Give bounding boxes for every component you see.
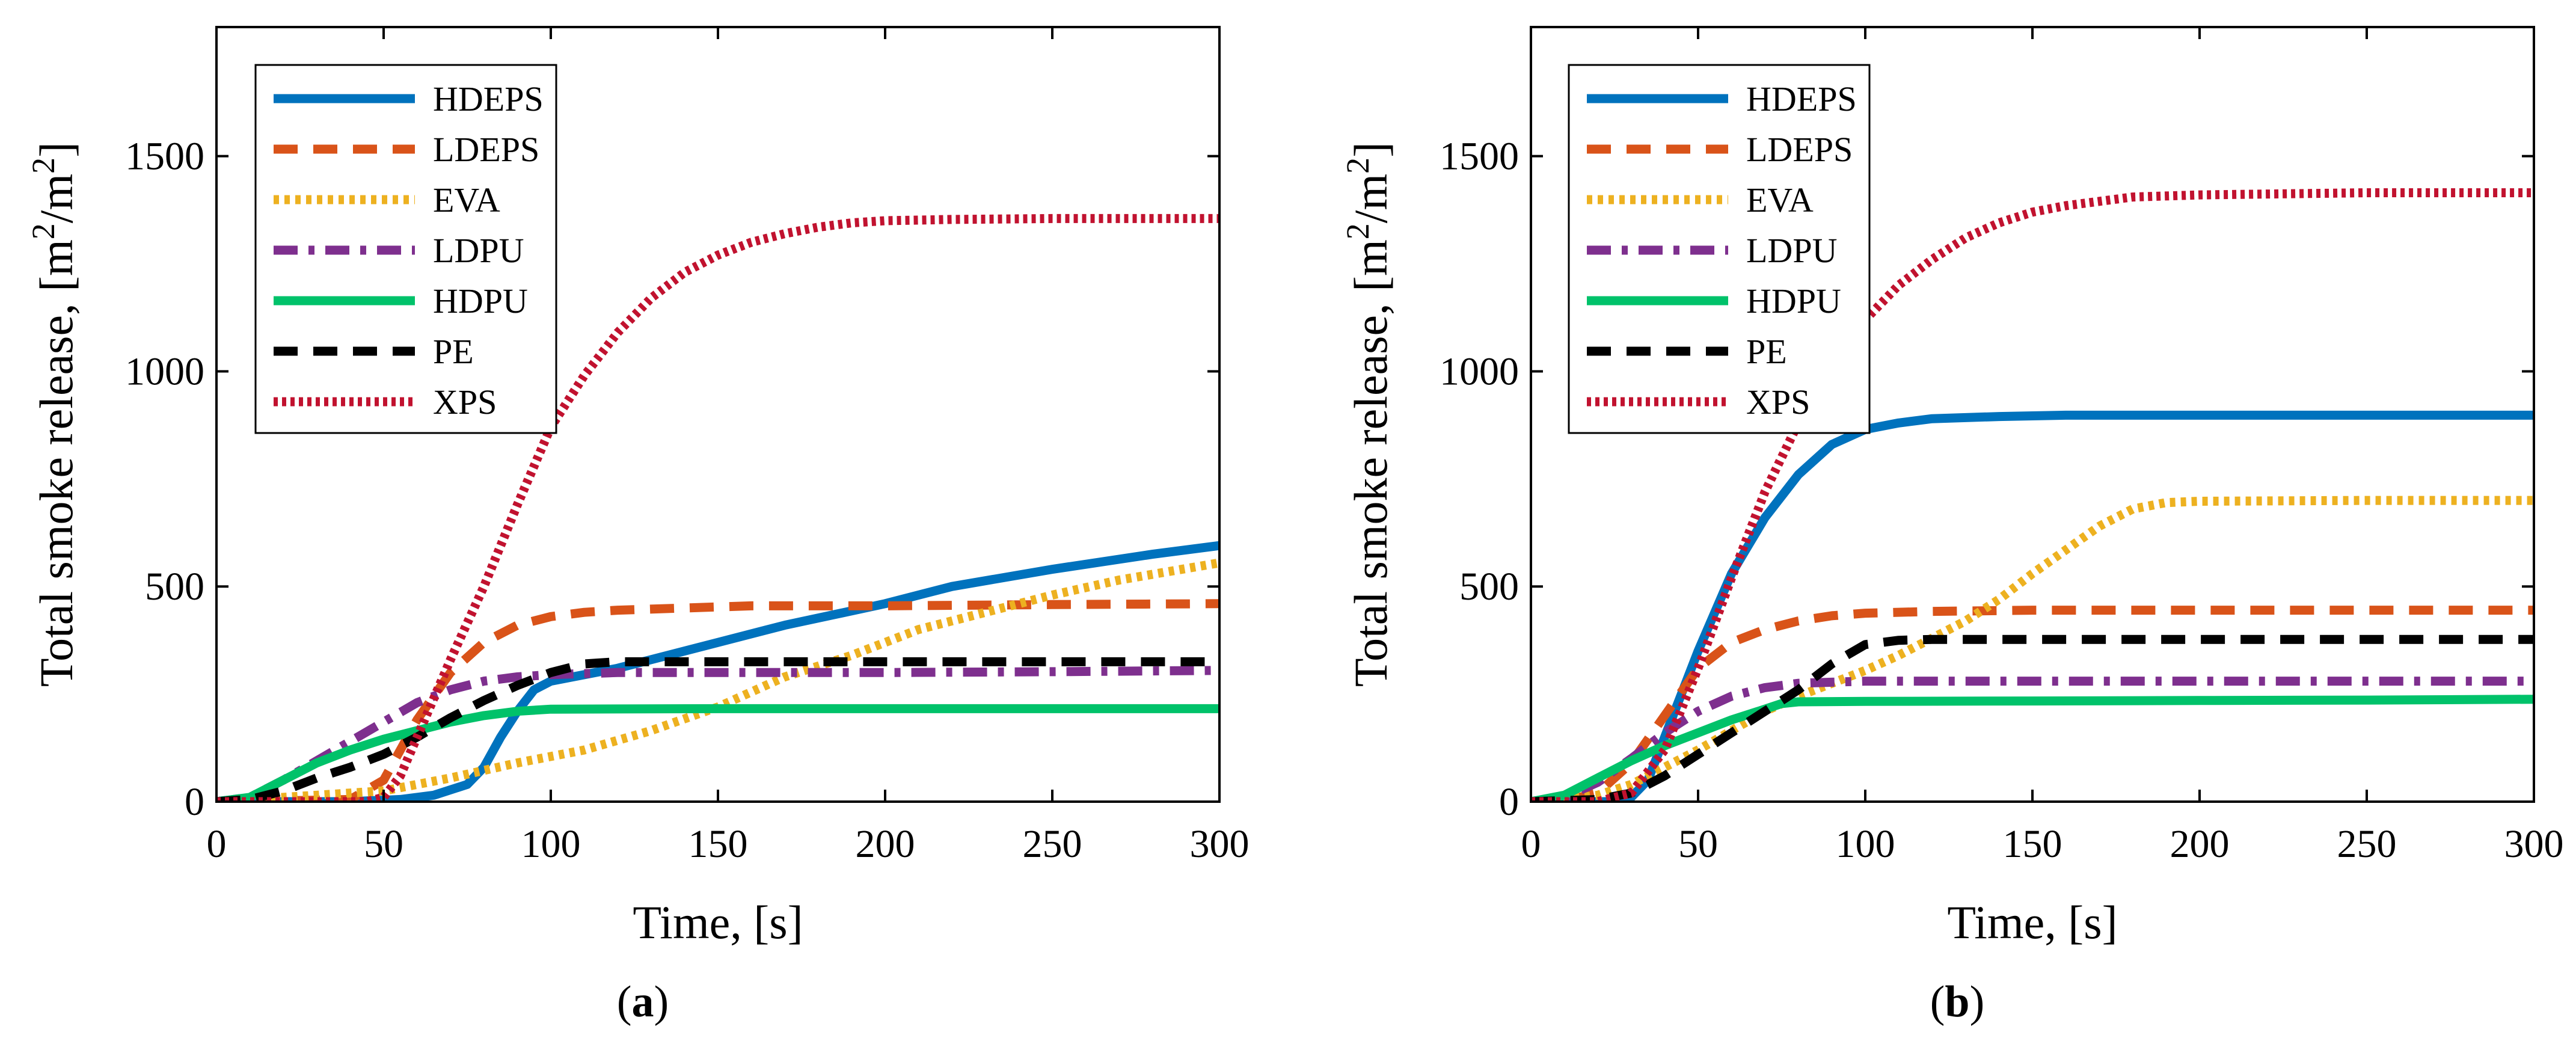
x-tick-label-50-b: 50	[1678, 822, 1718, 866]
series-line-ldeps-b	[1531, 606, 2534, 802]
x-axis-title-a: Time, [s]	[633, 896, 803, 948]
y-axis-title-a: Total smoke release, [m2/m2]	[25, 142, 82, 687]
y-axis-title-text-b: Total smoke release, [m	[1345, 239, 1397, 687]
plot-area-a: 0 50 100 150 200 250 300 0 500 1000 1500	[125, 26, 1250, 866]
legend-label-eva-b: EVA	[1746, 180, 1814, 220]
series-line-xps-b	[1531, 188, 2534, 802]
y-axis-title-mid-b: /m	[1345, 174, 1397, 223]
series-line-ldeps-a	[216, 599, 1219, 802]
legend-label-hdeps-a: HDEPS	[433, 79, 544, 118]
panel-caption-a: (a)	[617, 977, 669, 1027]
y-axis-title-text-a: Total smoke release, [m	[30, 239, 82, 687]
tick-layer-b: 0 50 100 150 200 250 300 0 500 1000 1500	[1440, 27, 2564, 866]
series-layer-a	[216, 213, 1219, 802]
y-axis-title-sup2-b: 2	[1340, 158, 1376, 174]
y-axis-title-sup-b: 2	[1340, 223, 1376, 239]
y-tick-label-500-b: 500	[1459, 565, 1519, 609]
y-tick-label-0-a: 0	[185, 780, 204, 824]
x-tick-label-0-a: 0	[207, 822, 227, 866]
legend-b: HDEPS LDEPS EVA LDPU HDPU PE XPS	[1568, 64, 1871, 434]
x-tick-label-250-b: 250	[2337, 822, 2397, 866]
x-tick-label-200-a: 200	[856, 822, 915, 866]
legend-box-a	[254, 64, 557, 434]
series-line-ldpu-a	[216, 666, 1219, 802]
panel-caption-letter-a: a	[632, 977, 654, 1027]
legend-label-pe-a: PE	[433, 332, 474, 371]
x-tick-label-300-b: 300	[2504, 822, 2564, 866]
y-axis-title-sup2-a: 2	[25, 158, 61, 174]
legend-a: HDEPS LDEPS EVA LDPU HDPU PE XPS	[254, 64, 557, 434]
y-axis-title-b: Total smoke release, [m2/m2]	[1340, 142, 1397, 687]
series-line-ldpu-b	[1531, 677, 2534, 802]
y-tick-label-1000-a: 1000	[125, 349, 204, 393]
series-line-hdeps-b	[1531, 410, 2534, 802]
y-tick-label-0-b: 0	[1499, 780, 1519, 824]
x-tick-label-150-b: 150	[2003, 822, 2062, 866]
series-line-hdpu-a	[216, 704, 1219, 802]
panel-caption-b: (b)	[1930, 977, 1984, 1027]
series-line-eva-a	[216, 558, 1219, 802]
panel-caption-open-b: (	[1930, 977, 1945, 1027]
series-line-pe-a	[216, 657, 1219, 802]
chart-panel-a: 0 50 100 150 200 250 300 0 500 1000 1500 HDEPS LDEP…	[25, 26, 1250, 1027]
series-line-eva-b	[1531, 496, 2534, 802]
x-tick-label-100-a: 100	[521, 822, 581, 866]
legend-label-ldpu-a: LDPU	[433, 231, 524, 270]
legend-label-hdpu-b: HDPU	[1746, 281, 1841, 321]
panel-caption-open-a: (	[617, 977, 632, 1027]
tick-layer-a: 0 50 100 150 200 250 300 0 500 1000 1500	[125, 27, 1250, 866]
y-axis-title-mid-a: /m	[30, 174, 82, 223]
x-tick-label-50-a: 50	[364, 822, 403, 866]
x-tick-label-250-a: 250	[1023, 822, 1082, 866]
y-axis-title-end-b: ]	[1345, 142, 1397, 158]
y-tick-label-500-a: 500	[145, 565, 204, 609]
y-axis-title-sup-a: 2	[25, 223, 61, 239]
y-tick-label-1500-b: 1500	[1440, 135, 1519, 179]
legend-label-xps-b: XPS	[1746, 382, 1810, 422]
y-tick-label-1500-a: 1500	[125, 135, 204, 179]
legend-label-eva-a: EVA	[433, 180, 500, 220]
legend-label-pe-b: PE	[1746, 332, 1787, 371]
panel-caption-close-a: )	[654, 977, 669, 1027]
x-tick-label-0-b: 0	[1521, 822, 1541, 866]
legend-items-a: HDEPS LDEPS EVA LDPU HDPU PE XPS	[274, 79, 544, 422]
y-axis-title-end-a: ]	[30, 142, 82, 158]
legend-label-ldeps-b: LDEPS	[1746, 130, 1853, 169]
x-tick-label-300-a: 300	[1190, 822, 1250, 866]
x-tick-label-100-b: 100	[1836, 822, 1895, 866]
legend-box-b	[1568, 64, 1871, 434]
series-line-pe-b	[1531, 634, 2534, 802]
y-tick-label-1000-b: 1000	[1440, 349, 1519, 393]
x-axis-title-b: Time, [s]	[1947, 896, 2117, 948]
panel-caption-letter-b: b	[1945, 977, 1969, 1027]
legend-label-ldeps-a: LDEPS	[433, 130, 539, 169]
series-layer-b	[1531, 188, 2534, 802]
panel-caption-close-b: )	[1970, 977, 1985, 1027]
x-tick-label-150-a: 150	[688, 822, 748, 866]
x-tick-label-200-b: 200	[2170, 822, 2230, 866]
plot-area-b: 0 50 100 150 200 250 300 0 500 1000 1500	[1440, 26, 2564, 866]
legend-label-xps-a: XPS	[433, 382, 497, 422]
legend-label-hdpu-a: HDPU	[433, 281, 528, 321]
legend-items-b: HDEPS LDEPS EVA LDPU HDPU PE XPS	[1587, 79, 1857, 422]
legend-label-ldpu-b: LDPU	[1746, 231, 1837, 270]
chart-panel-b: 0 50 100 150 200 250 300 0 500 1000 1500 HDEPS LDEP…	[1340, 26, 2564, 1027]
legend-label-hdeps-b: HDEPS	[1746, 79, 1857, 118]
